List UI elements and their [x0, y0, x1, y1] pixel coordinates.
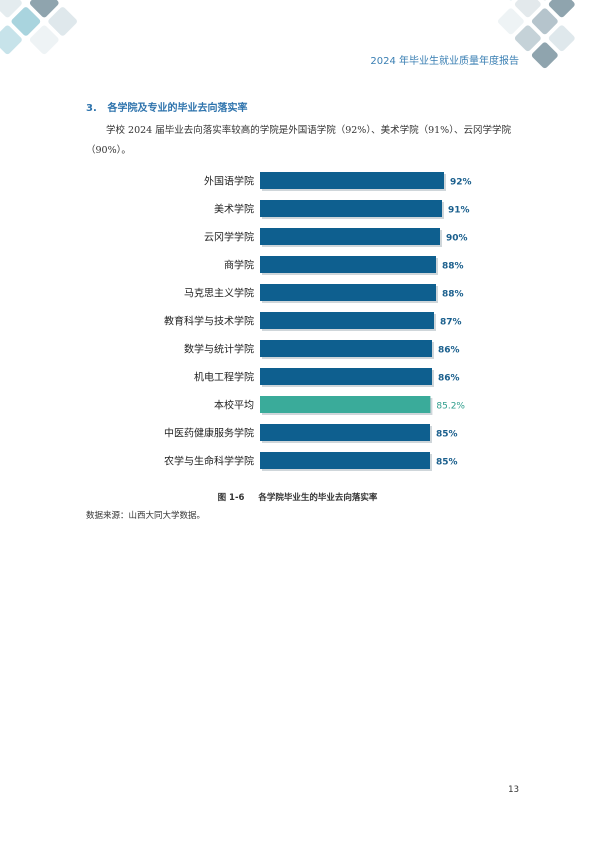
category-label: 商学院 — [224, 259, 254, 272]
section-heading: 3. 各学院及专业的毕业去向落实率 — [86, 99, 247, 114]
intro-paragraph: 学校 2024 届毕业去向落实率较高的学院是外国语学院（92%）、美术学院（91… — [86, 125, 511, 156]
figure-title: 各学院毕业生的毕业去向落实率 — [258, 493, 378, 503]
value-label: 88% — [442, 290, 464, 300]
data-source-note: 数据来源：山西大同大学数据。 — [86, 511, 206, 521]
section-title: 各学院及专业的毕业去向落实率 — [107, 103, 248, 114]
value-label: 86% — [438, 374, 460, 384]
value-label: 90% — [446, 234, 468, 244]
category-label: 机电工程学院 — [194, 371, 254, 384]
value-label: 88% — [442, 262, 464, 272]
value-label: 91% — [448, 206, 470, 216]
value-label: 85% — [436, 458, 458, 468]
value-label: 87% — [440, 318, 462, 328]
value-label: 86% — [438, 346, 460, 356]
college-placement-bar-chart: 外国语学院 92% 美术学院 91% 云冈学学院 90% 商学院 88% 马克思主义学院 88% 教… — [164, 172, 472, 471]
category-label: 农学与生命科学学院 — [164, 455, 254, 468]
college-bar — [260, 312, 434, 329]
value-label: 85% — [436, 430, 458, 440]
category-label: 教育科学与技术学院 — [164, 315, 254, 328]
page-number: 13 — [508, 785, 519, 795]
category-label: 本校平均 — [214, 399, 254, 412]
corner-decoration-left — [0, 0, 77, 55]
category-label: 数学与统计学院 — [184, 343, 254, 356]
college-bar — [260, 172, 444, 189]
college-bar — [260, 452, 430, 469]
college-bar — [260, 340, 432, 357]
college-bar — [260, 200, 442, 217]
college-bar — [260, 424, 430, 441]
category-label: 外国语学院 — [204, 175, 254, 188]
report-header-title: 2024 年毕业生就业质量年度报告 — [370, 56, 519, 67]
section-number: 3. — [86, 103, 97, 114]
average-bar — [260, 396, 431, 413]
category-label: 云冈学学院 — [204, 231, 254, 244]
college-bar — [260, 368, 432, 385]
figure-number: 图 1-6 — [217, 493, 245, 503]
college-bar — [260, 284, 436, 301]
value-label: 85.2% — [436, 402, 465, 412]
corner-decoration-right — [497, 0, 575, 69]
value-label: 92% — [450, 178, 472, 188]
category-label: 中医药健康服务学院 — [164, 427, 254, 440]
college-bar — [260, 228, 440, 245]
college-bar — [260, 256, 436, 273]
figure-caption: 图 1-6 各学院毕业生的毕业去向落实率 — [0, 491, 595, 503]
category-label: 马克思主义学院 — [184, 287, 254, 300]
category-label: 美术学院 — [214, 203, 254, 216]
